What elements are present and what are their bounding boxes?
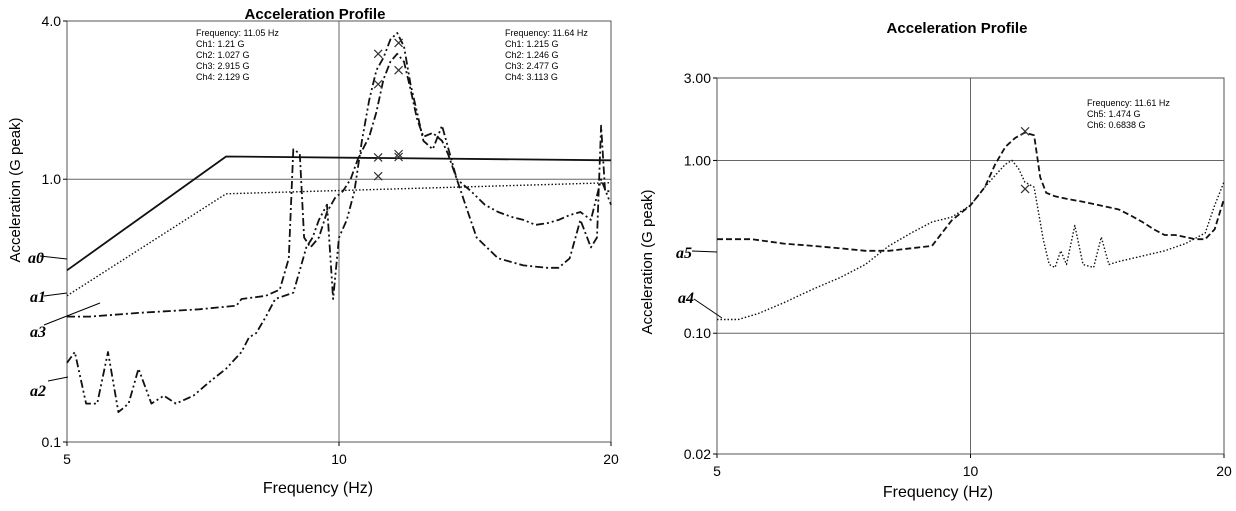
cursor-marker <box>1020 184 1030 194</box>
left-gridlines <box>67 21 611 442</box>
cursor-marker <box>1020 126 1030 136</box>
right-gridlines <box>717 78 1224 454</box>
left-series <box>66 32 612 413</box>
right-markers <box>1020 126 1030 194</box>
annotation-line: Frequency: 11.61 Hz <box>1087 98 1170 108</box>
series-line-a4 <box>717 159 1225 321</box>
curve-label-a5-leader <box>691 250 718 253</box>
left-curve-labels: a0 a1 a3 a2 <box>28 250 101 400</box>
x-tick-label: 20 <box>1216 463 1232 479</box>
x-tick-label: 5 <box>63 451 71 467</box>
series-line-a2 <box>66 32 612 413</box>
series-line-a1 <box>66 182 612 297</box>
right-chart-title: Acceleration Profile <box>887 20 1028 37</box>
left-chart: Acceleration Profile 4.0 1.0 0.1 5 10 20 Fre… <box>7 6 619 497</box>
left-x-ticks: 5 10 20 <box>63 442 619 467</box>
annotation-line: Ch6: 0.6838 G <box>1087 120 1146 130</box>
curve-label-a3-leader <box>43 302 101 326</box>
annotation-line: Ch2: 1.027 G <box>196 50 250 60</box>
right-x-ticks: 5 10 20 <box>713 454 1232 479</box>
series-line-a3 <box>67 52 611 318</box>
curve-label-a5: a5 <box>676 245 692 262</box>
curve-label-a2: a2 <box>30 383 46 400</box>
right-x-axis-label: Frequency (Hz) <box>883 484 993 501</box>
x-tick-label: 10 <box>331 451 347 467</box>
annotation-line: Frequency: 11.05 Hz <box>196 28 279 38</box>
cursor-marker <box>373 153 383 162</box>
x-tick-label: 10 <box>963 463 979 479</box>
annotation-line: Ch5: 1.474 G <box>1087 109 1141 119</box>
cursor-marker <box>373 171 383 181</box>
cursor-marker <box>394 38 404 48</box>
y-tick-label: 1.00 <box>684 152 711 168</box>
curve-label-a3: a3 <box>30 324 46 341</box>
cursor-marker <box>394 65 404 75</box>
curve-label-a4-leader <box>693 298 723 319</box>
annotation-line: Ch4: 2.129 G <box>196 72 250 82</box>
y-tick-label: 0.02 <box>684 446 711 462</box>
y-tick-label: 0.1 <box>42 434 62 450</box>
x-tick-label: 20 <box>603 451 619 467</box>
right-y-ticks: 3.00 1.00 0.10 0.02 <box>684 70 717 462</box>
cursor-marker <box>394 152 404 162</box>
x-tick-label: 5 <box>713 463 721 479</box>
series-line-a5 <box>717 131 1225 252</box>
left-x-axis-label: Frequency (Hz) <box>263 480 373 497</box>
cursor-marker <box>373 49 383 59</box>
curve-label-a0: a0 <box>28 250 44 267</box>
curve-label-a1-leader <box>43 292 68 297</box>
curve-label-a2-leader <box>47 376 69 382</box>
right-y-axis-label: Acceleration (G peak) <box>639 189 656 334</box>
annotation-line: Frequency: 11.64 Hz <box>505 28 588 38</box>
curve-label-a1: a1 <box>30 289 46 306</box>
y-tick-label: 0.10 <box>684 325 711 341</box>
right-chart: Acceleration Profile 3.00 1.00 0.10 0.02 5 1… <box>639 20 1232 501</box>
curve-label-a4: a4 <box>678 290 694 307</box>
cursor-marker <box>373 79 383 89</box>
left-y-ticks: 4.0 1.0 0.1 <box>42 13 67 450</box>
series-line-a0 <box>66 155 612 272</box>
annotation-line: Ch1: 1.21 G <box>196 39 245 49</box>
right-curve-labels: a5 a4 <box>676 245 723 319</box>
annotation-line: Ch2: 1.246 G <box>505 50 559 60</box>
annotation-line: Ch3: 2.915 G <box>196 61 250 71</box>
curve-label-a0-leader <box>39 255 68 260</box>
y-tick-label: 1.0 <box>42 171 62 187</box>
annotation-line: Ch1: 1.215 G <box>505 39 559 49</box>
annotation-line: Ch3: 2.477 G <box>505 61 559 71</box>
annotation-line: Ch4: 3.113 G <box>505 72 558 82</box>
left-chart-title: Acceleration Profile <box>245 6 386 23</box>
cursor-marker <box>394 149 404 159</box>
left-markers <box>373 38 404 181</box>
left-y-axis-label: Acceleration (G peak) <box>7 117 24 262</box>
y-tick-label: 4.0 <box>42 13 62 29</box>
y-tick-label: 3.00 <box>684 70 711 86</box>
right-series <box>717 131 1225 321</box>
